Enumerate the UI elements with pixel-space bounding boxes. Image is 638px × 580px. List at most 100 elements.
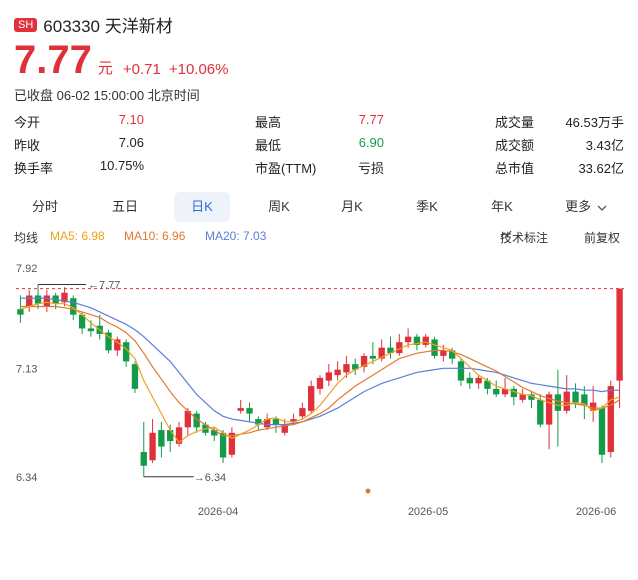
candle-body [572, 391, 579, 403]
period-tabs: 分时 五日 日K 周K 月K 季K 年K 更多 [14, 192, 626, 222]
tab-more-label: 更多 [565, 199, 592, 214]
candle-body [105, 332, 112, 351]
candle-body [360, 355, 368, 367]
tab-weekly-k[interactable]: 周K [268, 199, 290, 214]
candle-body [537, 399, 544, 425]
candle-body [501, 388, 509, 395]
y-tick-label: 6.34 [16, 472, 37, 484]
adjust-selector[interactable]: 前复权 [584, 231, 621, 245]
stat-value: 3.43亿 [585, 138, 624, 153]
candle-body [554, 394, 562, 411]
candle-body [299, 408, 306, 417]
candle-body [466, 377, 473, 384]
ma20-value: MA20: 7.03 [205, 229, 267, 243]
stat-label: 总市值 [495, 161, 535, 176]
candle-body [122, 342, 130, 362]
candle-body [78, 314, 86, 329]
candlestick-chart[interactable]: 7.92 7.13 6.34 ←7.77 →6.34 2026-04 2026-05 20… [0, 250, 638, 530]
stat-label: 成交量 [495, 115, 535, 130]
candle-body [26, 295, 33, 307]
low-marker-label: →6.34 [194, 472, 226, 484]
stat-value: 7.77 [358, 112, 384, 127]
candle-body [193, 413, 200, 428]
stat-label: 换手率 [14, 161, 54, 176]
candle-body [589, 402, 597, 411]
stat-label: 成交额 [495, 138, 535, 153]
stats-row: 昨收 7.06 最低 6.90 成交额 3.43亿 [14, 135, 624, 158]
candle-body [352, 364, 359, 370]
current-price: 7.77 [14, 38, 92, 82]
candle-body [219, 432, 227, 458]
candle-body [440, 350, 447, 356]
candle-body [87, 328, 95, 332]
candle-body [422, 336, 429, 345]
candle-body [140, 452, 147, 466]
stats-grid: 今开 7.10 最高 7.77 成交量 46.53万手 昨收 7.06 最低 6… [14, 112, 624, 181]
stat-value: 10.75% [99, 158, 144, 173]
candle-body [493, 388, 500, 395]
candle-body [228, 432, 236, 455]
candle-body [43, 295, 51, 307]
tab-daily-k[interactable]: 日K [174, 192, 230, 222]
stat-label: 最低 [255, 138, 282, 153]
candle-body [237, 408, 244, 411]
ma5-value: MA5: 6.98 [50, 229, 105, 243]
candle-body [149, 432, 156, 461]
tab-yearly-k[interactable]: 年K [491, 199, 513, 214]
stats-row: 今开 7.10 最高 7.77 成交量 46.53万手 [14, 112, 624, 135]
candle-body [167, 430, 174, 442]
candle-body [449, 350, 456, 359]
candle-body [404, 336, 412, 343]
x-axis-label: 2026-05 [408, 506, 448, 518]
candle-body [510, 388, 518, 398]
ma-label: 均线 [14, 231, 39, 245]
tab-more[interactable]: 更多 [546, 192, 626, 222]
stat-label: 今开 [14, 115, 41, 130]
candle-body [475, 377, 482, 384]
price-row: 7.77 元 +0.71 +10.06% [14, 40, 228, 80]
stat-value: 7.06 [118, 135, 144, 150]
y-tick-label: 7.92 [16, 263, 37, 275]
candle-body [598, 408, 606, 455]
price-change: +0.71 [122, 61, 161, 78]
tab-quarterly-k[interactable]: 季K [416, 199, 438, 214]
candle-body [255, 419, 262, 425]
candle-body [114, 339, 121, 351]
candle-body [431, 339, 438, 356]
candle-body [17, 309, 24, 315]
stat-value: 亏损 [357, 161, 384, 176]
candle-body [290, 419, 297, 422]
stats-row: 换手率 10.75% 市盈(TTM) 亏损 总市值 33.62亿 [14, 158, 624, 181]
ma5-line [20, 301, 620, 444]
candle-body [581, 394, 588, 406]
stock-header: SH 603330 天洋新材 [14, 12, 173, 37]
candle-body [378, 347, 385, 359]
candle-body [211, 430, 218, 436]
price-unit: 元 [97, 59, 113, 77]
candle-body [528, 394, 535, 400]
stat-value: 33.62亿 [578, 161, 624, 176]
ma10-value: MA10: 6.96 [124, 229, 186, 243]
candle-body [34, 295, 42, 304]
chevron-down-icon [597, 193, 607, 223]
candle-body [607, 386, 614, 453]
tab-intraday[interactable]: 分时 [31, 199, 58, 214]
stat-value: 46.53万手 [565, 115, 624, 130]
tab-monthly-k[interactable]: 月K [341, 199, 363, 214]
candle-body [343, 364, 350, 373]
market-badge: SH [14, 17, 38, 32]
candle-body [387, 347, 394, 354]
tab-five-day[interactable]: 五日 [111, 199, 138, 214]
candle-body [545, 394, 553, 425]
stat-label: 最高 [255, 115, 282, 130]
candle-body [484, 380, 491, 389]
market-status: 已收盘 06-02 15:00:00 北京时间 [14, 88, 200, 103]
candle-body [563, 391, 570, 411]
stock-title[interactable]: 603330 天洋新材 [43, 17, 173, 36]
ma10-line [20, 305, 620, 437]
stat-label: 市盈(TTM) [255, 161, 317, 176]
candle-body [158, 430, 165, 447]
ma20-line [20, 297, 620, 426]
candle-body [272, 419, 280, 425]
